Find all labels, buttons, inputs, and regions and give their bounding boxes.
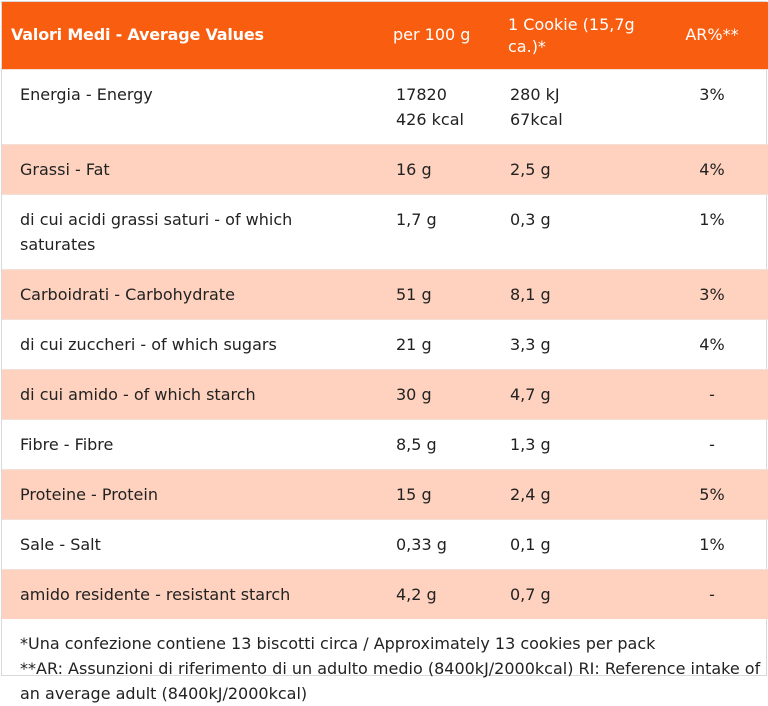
value-per-cookie-line: 2,4 g [510,484,551,504]
value-per-cookie: 1,3 g [497,418,666,469]
table-row: Sale - Salt 0,33 g 0,1 g 1% [2,518,768,569]
value-per-cookie-line: 3,3 g [510,334,551,354]
value-per-cookie: 3,3 g [497,318,666,369]
nutrient-label: Sale - Salt [2,518,376,569]
value-per-cookie: 0,1 g [497,518,666,569]
value-per-100g-line: 1,7 g [396,209,437,229]
value-ar-percent: 4% [666,143,768,194]
value-per-100g-line: 0,33 g [396,534,447,554]
table-row: di cui amido - of which starch 30 g 4,7 g - [2,368,768,419]
value-per-100g: 16 g [376,143,497,194]
value-ar-percent: 3% [666,68,768,144]
value-per-100g-line: 51 g [396,284,432,304]
table-row: di cui zuccheri - of which sugars 21 g 3,3… [2,318,768,369]
value-per-100g: 17820 426 kcal [376,68,497,144]
nutrient-label: Energia - Energy [2,68,376,144]
value-ar-percent: 4% [666,318,768,369]
value-per-cookie-line: 67kcal [510,109,563,129]
nutrient-label: amido residente - resistant starch [2,568,376,619]
header-ar-percent: AR%** [685,25,739,45]
value-per-cookie: 0,3 g [497,193,666,269]
nutrient-label: Grassi - Fat [2,143,376,194]
value-per-100g-line: 15 g [396,484,432,504]
value-per-100g: 0,33 g [376,518,497,569]
value-per-cookie: 4,7 g [497,368,666,419]
nutrient-label: Carboidrati - Carbohydrate [2,268,376,319]
value-per-100g: 8,5 g [376,418,497,469]
value-per-100g-line: 16 g [396,159,432,179]
value-ar-percent: 1% [666,518,768,569]
value-ar-percent: - [666,368,768,419]
value-per-100g-line: 30 g [396,384,432,404]
header-average-values: Valori Medi - Average Values [11,25,264,45]
footnote-pack: *Una confezione contiene 13 biscotti cir… [20,633,656,653]
table-row: Fibre - Fibre 8,5 g 1,3 g - [2,418,768,469]
value-per-100g-line: 21 g [396,334,432,354]
value-per-100g: 1,7 g [376,193,497,269]
value-per-cookie-line: 0,7 g [510,584,551,604]
header-per-cookie: 1 Cookie (15,7g ca.)* [508,15,635,56]
value-per-100g-line: 4,2 g [396,584,437,604]
nutrition-table: Valori Medi - Average Values per 100 g 1… [2,2,768,619]
value-per-100g-line: 426 kcal [396,109,464,129]
value-per-cookie-line: 0,1 g [510,534,551,554]
nutrient-label: di cui zuccheri - of which sugars [2,318,376,369]
value-per-cookie: 2,4 g [497,468,666,519]
value-per-100g-line: 17820 [396,84,447,104]
value-per-cookie-line: 2,5 g [510,159,551,179]
value-per-100g: 51 g [376,268,497,319]
value-per-100g: 4,2 g [376,568,497,619]
footnotes: *Una confezione contiene 13 biscotti cir… [2,619,766,706]
table-row: amido residente - resistant starch 4,2 g 0… [2,568,768,619]
nutrient-label: Proteine - Protein [2,468,376,519]
value-per-cookie-line: 1,3 g [510,434,551,454]
header-per-100g: per 100 g [393,25,471,45]
table-row: Energia - Energy 17820 426 kcal 280 kJ 67kca… [2,68,768,144]
nutrient-label: Fibre - Fibre [2,418,376,469]
value-per-cookie-line: 4,7 g [510,384,551,404]
table-row: Grassi - Fat 16 g 2,5 g 4% [2,143,768,194]
nutrient-label: di cui acidi grassi saturi - of which sa… [2,193,376,269]
value-per-100g-line: 8,5 g [396,434,437,454]
value-per-100g: 15 g [376,468,497,519]
value-per-cookie-line: 0,3 g [510,209,551,229]
table-row: di cui acidi grassi saturi - of which sa… [2,193,768,269]
footnote-reference-intake: **AR: Assunzioni di riferimento di un ad… [20,658,761,703]
value-per-cookie-line: 8,1 g [510,284,551,304]
value-per-100g: 30 g [376,368,497,419]
value-ar-percent: - [666,568,768,619]
value-per-cookie: 2,5 g [497,143,666,194]
value-ar-percent: 1% [666,193,768,269]
nutrient-label: di cui amido - of which starch [2,368,376,419]
value-per-cookie: 0,7 g [497,568,666,619]
value-per-100g: 21 g [376,318,497,369]
table-row: Proteine - Protein 15 g 2,4 g 5% [2,468,768,519]
value-ar-percent: - [666,418,768,469]
value-ar-percent: 5% [666,468,768,519]
value-per-cookie: 280 kJ 67kcal [497,68,666,144]
table-row: Carboidrati - Carbohydrate 51 g 8,1 g 3% [2,268,768,319]
table-header-row: Valori Medi - Average Values per 100 g 1… [2,2,768,69]
value-ar-percent: 3% [666,268,768,319]
value-per-cookie-line: 280 kJ [510,84,560,104]
value-per-cookie: 8,1 g [497,268,666,319]
